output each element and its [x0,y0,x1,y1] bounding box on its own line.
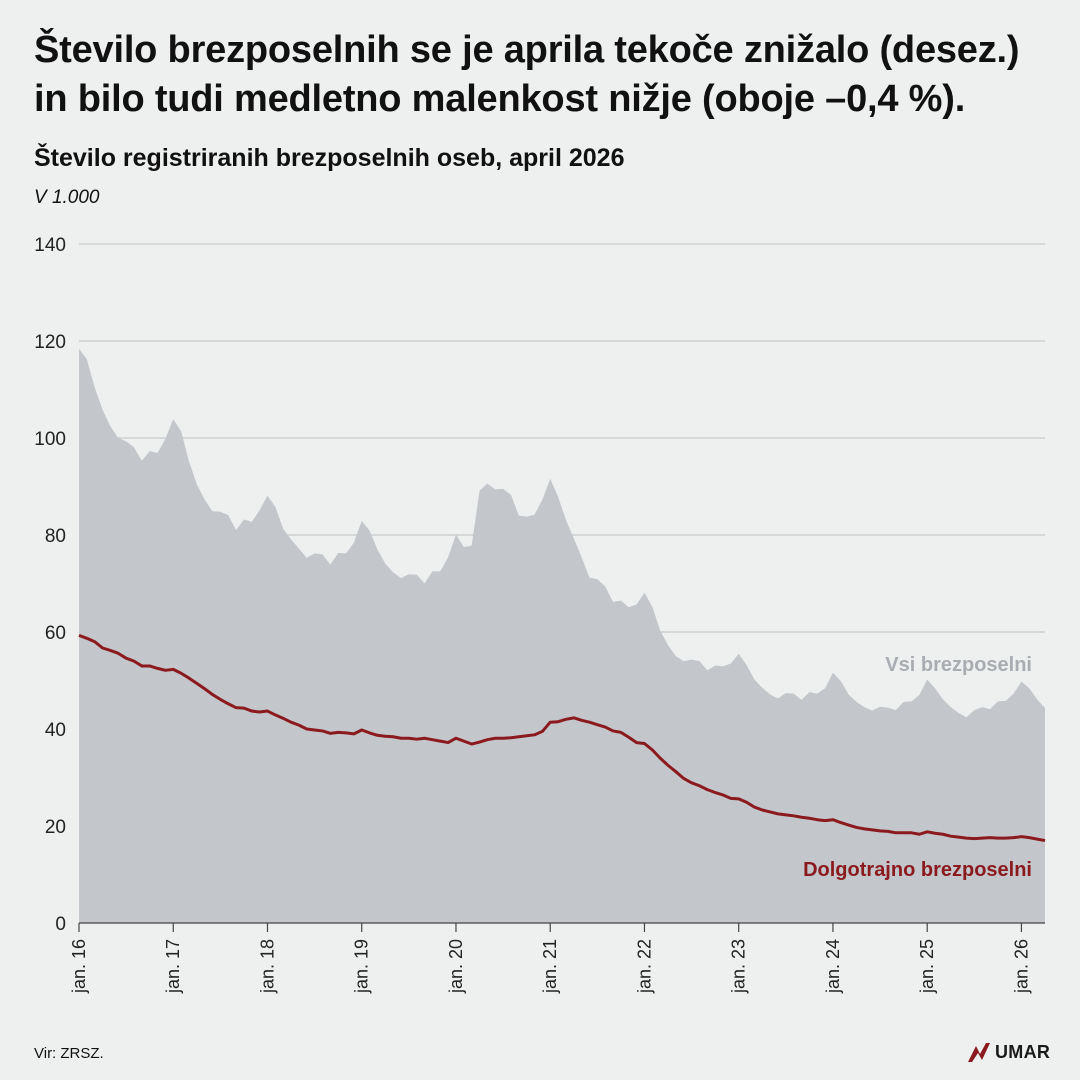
x-tick-label: jan. 16 [69,939,89,994]
umar-logo: UMAR [966,1038,1050,1066]
y-tick-label: 20 [45,817,66,838]
x-axis: jan. 16 jan. 17 jan. 18 jan. 19 jan. 20 jan. … [69,923,1031,994]
y-tick-label: 80 [45,526,66,547]
y-tick-label: 100 [34,429,66,450]
y-tick-label: 40 [45,720,66,741]
y-tick-label: 60 [45,623,66,644]
x-tick-label: jan. 19 [352,939,372,994]
x-tick-label: jan. 17 [163,939,183,994]
series-label-dolgotrajno-brezposelni: Dolgotrajno brezposelni [803,859,1032,881]
series-area-group [79,348,1045,923]
headline: Število brezposelnih se je aprila tekoče… [34,26,1054,124]
y-axis: 0 20 40 60 80 100 120 140 [34,235,66,935]
series-area-vsi-brezposelni [79,348,1045,923]
series-label-vsi-brezposelni: Vsi brezposelni [885,654,1032,676]
series-line-group [78,633,1046,843]
source-note: Vir: ZRSZ. [34,1045,104,1062]
headline-line-2: in bilo tudi medletno malenkost nižje (o… [34,78,966,120]
chart-title: Število registriranih brezposelnih oseb,… [34,144,625,172]
y-tick-label: 0 [55,914,66,935]
x-tick-label: jan. 20 [446,939,466,994]
x-tick-label: jan. 23 [729,939,749,994]
y-tick-label: 140 [34,235,66,256]
x-tick-label: jan. 25 [917,939,937,994]
x-tick-label: jan. 22 [634,939,654,994]
x-tick-label: jan. 26 [1011,939,1031,994]
unit-label: V 1.000 [34,187,100,208]
x-tick-label: jan. 21 [540,939,560,994]
y-tick-label: 120 [34,332,66,353]
x-tick-label: jan. 18 [257,939,277,994]
umar-logo-text: UMAR [995,1041,1051,1062]
series-labels: Vsi brezposelni Dolgotrajno brezposelni [803,654,1032,881]
x-tick-label: jan. 24 [823,939,843,994]
series-line-dolgotrajno-brezposelni [78,633,1046,843]
headline-line-1: Število brezposelnih se je aprila tekoče… [34,29,1020,71]
umar-logo-icon [968,1043,990,1062]
